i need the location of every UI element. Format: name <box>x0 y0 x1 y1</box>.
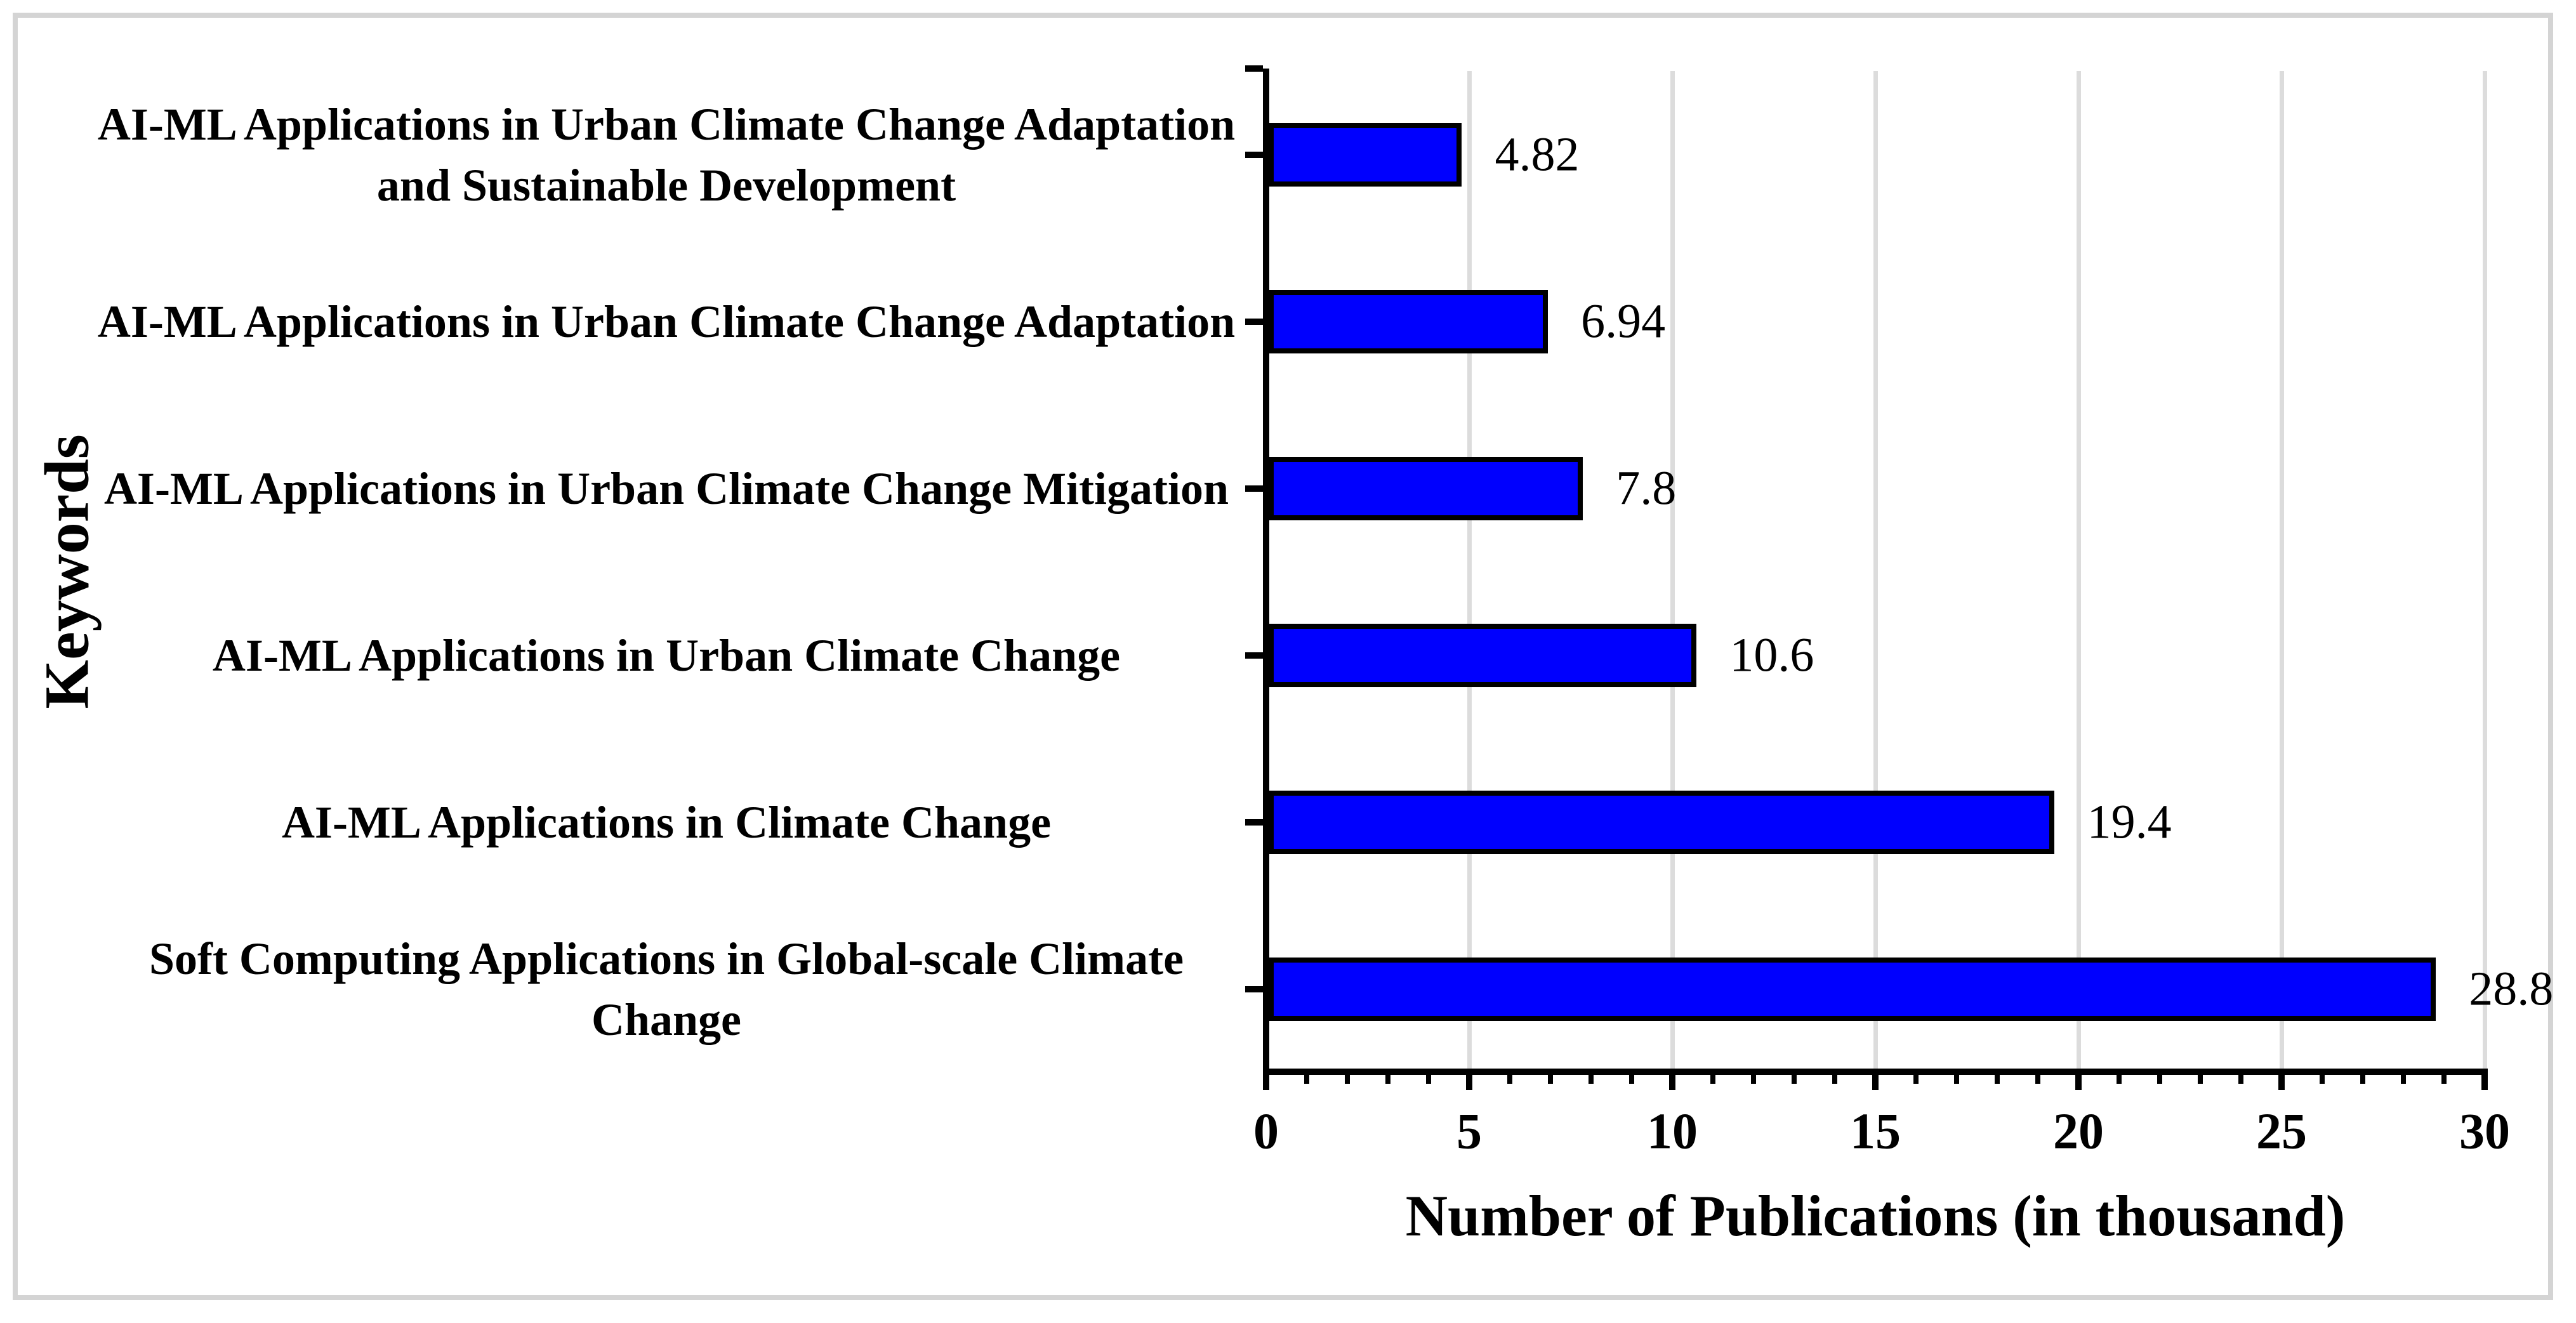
x-axis-minor-tick <box>1304 1075 1309 1084</box>
x-gridline <box>2077 71 2081 1069</box>
bar-value-label: 6.94 <box>1581 294 1666 348</box>
x-axis-minor-tick <box>2441 1075 2447 1084</box>
y-axis-line <box>1263 69 1269 1075</box>
y-axis-tick <box>1245 65 1263 72</box>
x-gridline <box>1670 71 1675 1069</box>
category-label: AI-ML Applications in Urban Climate Chan… <box>97 99 1236 211</box>
x-gridline <box>1873 71 1878 1069</box>
x-axis-minor-tick <box>2401 1075 2406 1084</box>
x-axis-minor-tick <box>1913 1075 1919 1084</box>
data-bar <box>1269 457 1583 520</box>
x-axis-minor-tick <box>1589 1075 1594 1084</box>
x-axis-major-tick <box>1466 1075 1472 1090</box>
bar-value-label: 28.8 <box>2469 962 2554 1016</box>
y-axis-tick <box>1245 986 1263 992</box>
x-axis-minor-tick <box>1832 1075 1837 1084</box>
x-axis-minor-tick <box>1751 1075 1756 1084</box>
category-label: AI-ML Applications in Urban Climate Chan… <box>97 296 1236 347</box>
x-axis-minor-tick <box>1629 1075 1634 1084</box>
category-label: AI-ML Applications in Urban Climate Chan… <box>212 630 1121 681</box>
x-axis-minor-tick <box>2157 1075 2162 1084</box>
data-bar <box>1269 791 2054 854</box>
x-axis-minor-tick <box>2035 1075 2040 1084</box>
x-axis-minor-tick <box>1548 1075 1553 1084</box>
x-axis-major-tick <box>2481 1075 2488 1090</box>
x-axis-minor-tick <box>1507 1075 1512 1084</box>
x-axis-minor-tick <box>1995 1075 2000 1084</box>
x-axis-minor-tick <box>1345 1075 1350 1084</box>
figure-border-frame <box>13 13 2553 1300</box>
x-axis-major-tick <box>2075 1075 2082 1090</box>
x-axis-minor-tick <box>2238 1075 2243 1084</box>
x-tick-label: 0 <box>1253 1103 1279 1160</box>
x-axis-major-tick <box>1263 1075 1269 1090</box>
bar-value-label: 10.6 <box>1729 628 1814 682</box>
bar-value-label: 4.82 <box>1495 128 1580 181</box>
data-bar <box>1269 290 1548 353</box>
x-tick-label: 20 <box>2053 1103 2104 1160</box>
category-label: AI-ML Applications in Urban Climate Chan… <box>103 463 1229 514</box>
x-axis-major-tick <box>1872 1075 1879 1090</box>
category-label: Soft Computing Applications in Global-sc… <box>149 933 1184 1045</box>
data-bar <box>1269 123 1462 187</box>
x-axis-minor-tick <box>1954 1075 1959 1084</box>
category-label: AI-ML Applications in Climate Change <box>281 797 1052 848</box>
x-tick-label: 15 <box>1850 1103 1901 1160</box>
bar-value-label: 7.8 <box>1616 461 1677 515</box>
y-axis-tick <box>1245 152 1263 158</box>
y-axis-tick <box>1245 485 1263 492</box>
x-axis-minor-tick <box>2198 1075 2203 1084</box>
x-axis-minor-tick <box>2117 1075 2122 1084</box>
x-tick-label: 10 <box>1647 1103 1698 1160</box>
x-axis-minor-tick <box>1710 1075 1715 1084</box>
x-gridline <box>1467 71 1472 1069</box>
x-gridline <box>2483 71 2487 1069</box>
x-tick-label: 25 <box>2256 1103 2307 1160</box>
x-tick-label: 30 <box>2459 1103 2510 1160</box>
x-tick-label: 5 <box>1456 1103 1482 1160</box>
x-axis-major-tick <box>2278 1075 2285 1090</box>
y-axis-tick <box>1245 819 1263 826</box>
y-axis-tick <box>1245 319 1263 325</box>
bar-value-label: 19.4 <box>2087 795 2172 849</box>
x-axis-major-tick <box>1669 1075 1675 1090</box>
x-axis-minor-tick <box>2320 1075 2325 1084</box>
x-axis-title: Number of Publications (in thousand) <box>1405 1183 2346 1248</box>
y-axis-tick <box>1245 652 1263 659</box>
x-axis-minor-tick <box>1792 1075 1797 1084</box>
x-axis-minor-tick <box>1385 1075 1390 1084</box>
x-axis-minor-tick <box>1426 1075 1431 1084</box>
x-axis-line <box>1263 1069 2488 1075</box>
data-bar <box>1269 958 2436 1021</box>
x-gridline <box>2280 71 2284 1069</box>
x-axis-minor-tick <box>2360 1075 2365 1084</box>
data-bar <box>1269 624 1696 687</box>
